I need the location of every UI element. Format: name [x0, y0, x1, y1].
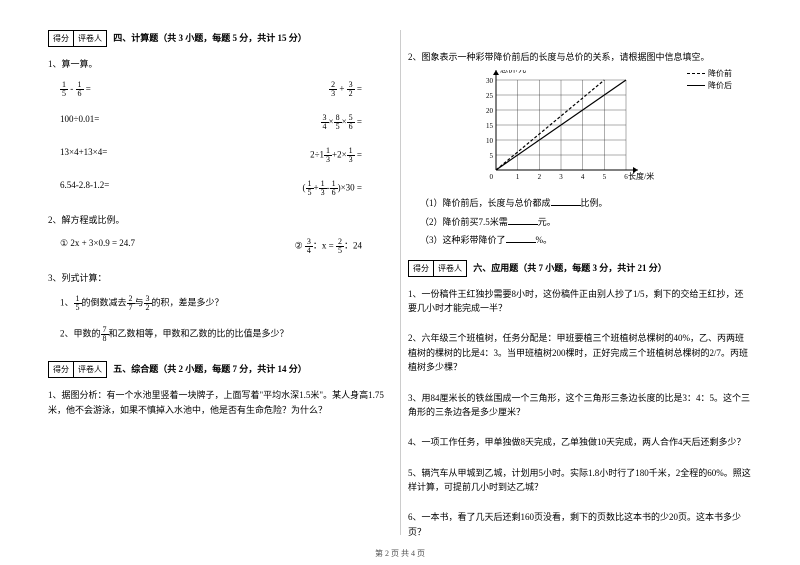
q6-2: 2、六年级三个班植树，任务分配是：甲班要植三个班植树总棵树的40%，乙、丙两班植… — [408, 331, 752, 374]
q5-2-2: （2）降价前买7.5米需元。 — [420, 215, 752, 229]
score-label: 得分 — [49, 362, 74, 377]
q5-2-3: （3）这种彩带降价了%。 — [420, 233, 752, 247]
svg-text:3: 3 — [559, 173, 563, 181]
eq3a: 13×4+13×4= — [60, 147, 107, 164]
right-column: 2、图象表示一种彩带降价前后的长度与总价的关系，请根据图中信息填空。 降价前 降… — [400, 30, 760, 543]
score-box: 得分 评卷人 — [48, 30, 107, 47]
left-column: 得分 评卷人 四、计算题（共 3 小题，每题 5 分，共计 15 分） 1、算一… — [40, 30, 400, 543]
legend-after: 降价后 — [708, 80, 732, 91]
q5-2-1: （1）降价前后，长度与总价都成比例。 — [420, 196, 752, 210]
q6-6: 6、一本书，看了几天后还剩160页没看，剩下的页数比这本书的少20页。这本书多少… — [408, 510, 752, 539]
eq-row-2: 100÷0.01= 34×85×56 = — [60, 114, 392, 131]
eq-row-4: 6.54-2.8-1.2= (15+13-16)×30 = — [60, 180, 392, 197]
q6-5: 5、辆汽车从甲城到乙城，计划用5小时。实际1.8小时行了180千米，2全程的60… — [408, 466, 752, 495]
eq1a: 15 - 16 = — [60, 81, 91, 98]
section-5-title: 五、综合题（共 2 小题，每题 7 分，共计 14 分） — [113, 364, 307, 374]
section-4-header: 得分 评卷人 四、计算题（共 3 小题，每题 5 分，共计 15 分） — [48, 30, 392, 51]
q4-3b: 2、甲数的78和乙数相等，甲数和乙数的比的比值是多少？ — [60, 326, 392, 343]
svg-text:25: 25 — [486, 92, 494, 100]
solid-icon — [687, 85, 705, 86]
svg-text:10: 10 — [486, 137, 494, 145]
grader-label: 评卷人 — [74, 362, 106, 377]
score-box-6: 得分 评卷人 — [408, 260, 467, 277]
q4-2a: ① 2x + 3×0.9 = 24.7 — [60, 238, 135, 255]
score-label: 得分 — [49, 31, 74, 46]
price-chart: 降价前 降价后 123456510152025300总价/元长度/米 — [468, 70, 752, 190]
exam-page: 得分 评卷人 四、计算题（共 3 小题，每题 5 分，共计 15 分） 1、算一… — [0, 0, 800, 558]
svg-text:长度/米: 长度/米 — [628, 171, 654, 181]
eq-row-1: 15 - 16 = 23 + 32 = — [60, 81, 392, 98]
eq4a: 6.54-2.8-1.2= — [60, 180, 109, 197]
svg-text:20: 20 — [486, 107, 494, 115]
svg-text:5: 5 — [490, 152, 494, 160]
q6-1: 1、一份稿件王红独抄需要8小时，这份稿件正由别人抄了1/5，剩下的交给王红抄，还… — [408, 287, 752, 316]
q5-2: 2、图象表示一种彩带降价前后的长度与总价的关系，请根据图中信息填空。 — [408, 50, 752, 64]
legend-before: 降价前 — [708, 68, 732, 79]
q6-4: 4、一项工作任务，甲单独做8天完成，乙单独做10天完成，两人合作4天后还剩多少？ — [408, 435, 752, 449]
eq-row-3: 13×4+13×4= 2÷113+2×13 = — [60, 147, 392, 164]
eq2a: 100÷0.01= — [60, 114, 99, 131]
column-divider — [400, 30, 401, 535]
q4-2b: ② 34：x = 25：24 — [295, 238, 362, 255]
q4-2: 2、解方程或比例。 — [48, 213, 392, 227]
score-label: 得分 — [409, 261, 434, 276]
chart-legend: 降价前 降价后 — [687, 68, 732, 92]
chart-svg: 123456510152025300总价/元长度/米 — [468, 70, 668, 190]
eq3b: 2÷113+2×13 = — [310, 147, 362, 164]
eq2b: 34×85×56 = — [321, 114, 362, 131]
grader-label: 评卷人 — [74, 31, 106, 46]
svg-text:1: 1 — [516, 173, 520, 181]
score-box-5: 得分 评卷人 — [48, 361, 107, 378]
eq4b: (15+13-16)×30 = — [303, 180, 362, 197]
q4-3a: 1、15的倒数减去27与32的积，差是多少？ — [60, 295, 392, 312]
q4-1: 1、算一算。 — [48, 57, 392, 71]
svg-text:15: 15 — [486, 122, 494, 130]
svg-text:总价/元: 总价/元 — [500, 70, 526, 74]
page-footer: 第 2 页 共 4 页 — [0, 548, 800, 559]
eq1b: 23 + 32 = — [329, 81, 362, 98]
svg-text:30: 30 — [486, 77, 494, 85]
q4-3: 3、列式计算： — [48, 271, 392, 285]
svg-text:0: 0 — [490, 173, 494, 181]
q6-3: 3、用84厘米长的铁丝围成一个三角形，这个三角形三条边长度的比是3：4：5。这个… — [408, 391, 752, 420]
svg-text:5: 5 — [603, 173, 607, 181]
q4-2-eq: ① 2x + 3×0.9 = 24.7 ② 34：x = 25：24 — [60, 238, 392, 255]
section-6-title: 六、应用题（共 7 小题，每题 3 分，共计 21 分） — [473, 263, 667, 273]
section-4-title: 四、计算题（共 3 小题，每题 5 分，共计 15 分） — [113, 33, 307, 43]
svg-text:2: 2 — [538, 173, 542, 181]
q5-1: 1、据图分析：有一个水池里竖着一块牌子，上面写着"平均水深1.5米"。某人身高1… — [48, 388, 392, 417]
svg-text:4: 4 — [581, 173, 585, 181]
section-5-header: 得分 评卷人 五、综合题（共 2 小题，每题 7 分，共计 14 分） — [48, 361, 392, 382]
section-6-header: 得分 评卷人 六、应用题（共 7 小题，每题 3 分，共计 21 分） — [408, 260, 752, 281]
grader-label: 评卷人 — [434, 261, 466, 276]
dash-icon — [687, 73, 705, 74]
